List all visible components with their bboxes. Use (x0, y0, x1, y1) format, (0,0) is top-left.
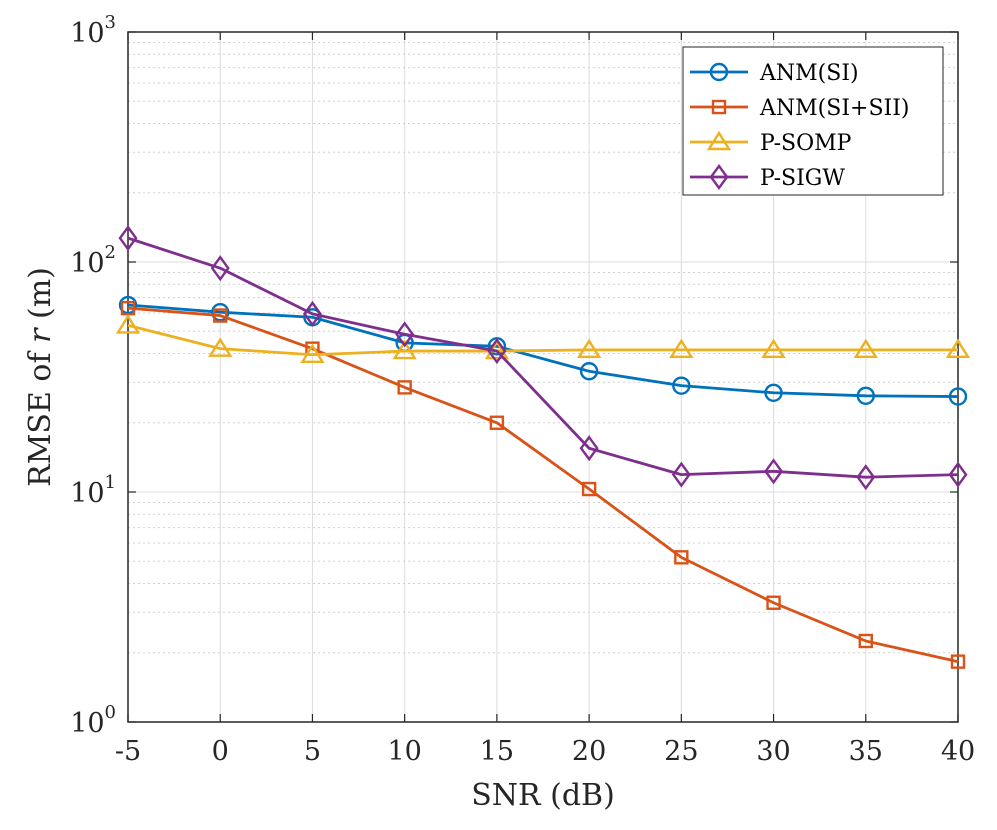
y-tick-label: 103 (70, 12, 116, 49)
data-point-anm-si-sii (766, 595, 781, 610)
data-point-p-somp (669, 338, 694, 359)
data-point-p-somp (761, 338, 786, 359)
x-tick-label: 20 (572, 736, 606, 767)
data-point-anm-si-sii (397, 380, 412, 395)
data-point-p-somp (208, 337, 233, 357)
data-point-anm-si (579, 362, 599, 381)
y-tick-label-exponent: 1 (105, 472, 116, 493)
y-axis-label-suffix: (m) (23, 267, 58, 328)
x-axis-label: SNR (dB) (471, 778, 615, 813)
y-axis-label-variable: r (23, 327, 58, 343)
x-tick-label: 0 (212, 736, 229, 767)
data-point-anm-si-sii (581, 481, 597, 497)
data-point-anm-si (672, 376, 691, 395)
y-tick-label-exponent: 2 (105, 242, 116, 263)
data-point-anm-si-sii (858, 633, 873, 649)
legend-marker (709, 163, 729, 191)
series-p-somp (115, 314, 971, 363)
legend-item-anm-si-sii: ANM(SI+SII) (690, 96, 909, 121)
x-tick-label: 40 (941, 736, 975, 767)
legend-label: P-SOMP (760, 131, 852, 156)
y-tick-label-base: 10 (70, 18, 104, 49)
series-line-anm-si-sii (127, 306, 959, 664)
x-tick-label: 30 (756, 736, 790, 767)
data-point-anm-si (948, 387, 968, 406)
series-anm-si-sii (120, 300, 966, 669)
legend-item-anm-si: ANM(SI) (690, 61, 859, 86)
data-point-anm-si-sii (674, 550, 689, 565)
series (115, 225, 971, 669)
y-tick-label-base: 10 (70, 478, 104, 509)
data-point-p-sigw (764, 458, 784, 485)
legend-item-p-sigw: P-SIGW (690, 163, 845, 191)
data-point-p-sigw (671, 461, 691, 488)
series-line-p-somp (127, 324, 958, 357)
data-point-p-sigw (856, 464, 876, 491)
legend-marker (706, 130, 732, 151)
data-point-anm-si-sii (950, 654, 966, 669)
series-p-sigw (118, 225, 968, 491)
data-point-anm-si-sii (120, 300, 136, 316)
data-point-p-somp (576, 338, 602, 359)
x-tick-label: 10 (387, 736, 421, 767)
data-point-anm-si (211, 302, 230, 322)
y-tick-label: 102 (70, 242, 116, 279)
legend-item-p-somp: P-SOMP (690, 130, 852, 156)
data-point-p-somp (300, 343, 325, 363)
y-tick-label: 101 (70, 472, 116, 509)
x-tick-label: 5 (304, 736, 321, 767)
data-point-p-somp (392, 339, 417, 360)
series-line-p-sigw (127, 236, 959, 479)
legend-marker (711, 99, 727, 115)
series-line-anm-si (127, 303, 959, 398)
legend-label: ANM(SI+SII) (759, 96, 909, 121)
data-point-p-sigw (395, 321, 415, 348)
legend: ANM(SI) ANM(SI+SII) P-SOMP P-SIGW (682, 46, 944, 196)
data-point-p-somp (853, 338, 878, 359)
data-point-p-sigw (118, 225, 138, 252)
data-point-anm-si (856, 386, 875, 405)
data-point-p-sigw (948, 461, 968, 488)
legend-marker (709, 62, 729, 82)
y-axis-label: RMSE of r (m) (23, 267, 58, 487)
data-point-anm-si (764, 383, 783, 402)
data-point-anm-si-sii (489, 415, 505, 430)
data-point-p-somp (945, 338, 971, 359)
x-tick-label: 25 (664, 736, 698, 767)
data-point-p-sigw (210, 255, 230, 282)
legend-label: ANM(SI) (759, 61, 859, 86)
y-tick-label-base: 10 (70, 708, 104, 739)
legend-label: P-SIGW (760, 166, 845, 191)
data-point-p-somp (115, 314, 141, 334)
x-tick-label: 15 (480, 736, 514, 767)
y-tick-label-base: 10 (70, 248, 104, 279)
y-tick-label-exponent: 0 (105, 702, 116, 723)
y-axis-label-prefix: RMSE of (23, 343, 58, 487)
y-tick-label-exponent: 3 (105, 12, 116, 33)
y-tick-label: 100 (70, 702, 116, 739)
axes-box (127, 31, 959, 723)
x-tick-label: -5 (115, 736, 141, 767)
data-point-p-sigw (579, 435, 599, 462)
data-point-anm-si-sii (213, 308, 228, 323)
x-tick-label: 35 (849, 736, 883, 767)
data-point-p-sigw (302, 300, 322, 327)
data-point-p-sigw (487, 338, 507, 365)
